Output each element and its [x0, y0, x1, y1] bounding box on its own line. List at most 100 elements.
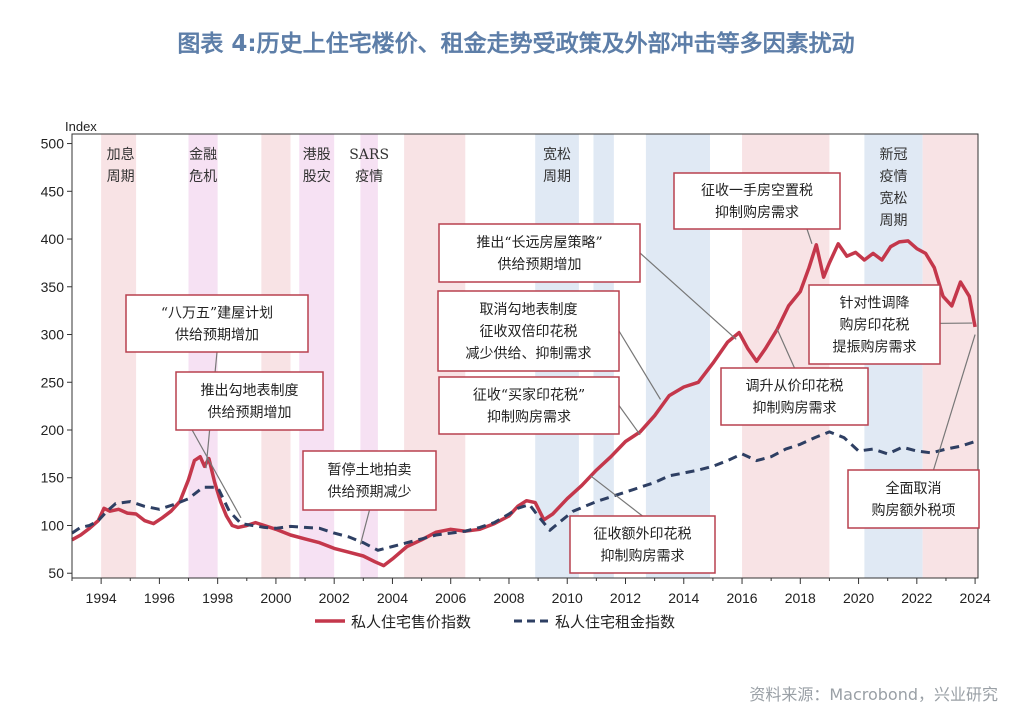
x-tick-label: 2004	[377, 590, 408, 606]
annotation-text: 供给预期增加	[175, 328, 259, 344]
annotation-text: 征收额外印花税	[594, 527, 692, 543]
annotation-connector	[806, 228, 813, 244]
annotation-text: 供给预期减少	[328, 485, 412, 501]
annotation-box	[569, 515, 716, 574]
x-tick-label: 2006	[435, 590, 466, 606]
annotation-connector	[618, 405, 641, 436]
annotation-box	[438, 223, 641, 283]
annotation-text: 抑制购房需求	[715, 205, 799, 221]
x-tick-label: 2016	[726, 590, 757, 606]
annotation-text: 推出“长远房屋策略”	[476, 234, 602, 251]
period-band	[101, 134, 137, 578]
y-tick-label: 50	[48, 565, 64, 581]
annotation-box	[673, 172, 841, 230]
annotation-text: 供给预期增加	[498, 257, 582, 273]
y-tick-label: 100	[41, 517, 65, 533]
annotation-text: 提振购房需求	[833, 340, 917, 356]
annotation-text: 征收一手房空置税	[701, 183, 813, 199]
y-tick-label: 250	[41, 374, 65, 390]
plot-frame	[71, 133, 979, 579]
period-label: 周期	[543, 169, 571, 185]
x-tick-label: 2012	[610, 590, 641, 606]
annotation-text: 针对性调降	[840, 296, 910, 312]
y-axis: 50 100 150 200 250 300 350 400 450 500	[41, 136, 72, 581]
period-label: 股灾	[303, 168, 331, 185]
period-label: SARS	[349, 147, 389, 163]
period-label: 港股	[303, 147, 331, 163]
annotation-text: 取消勾地表制度	[480, 302, 578, 318]
period-band	[261, 134, 291, 578]
annotation-text: 购房印花税	[840, 318, 910, 334]
y-tick-label: 350	[41, 279, 65, 295]
y-axis-label: Index	[65, 119, 97, 134]
x-axis: 1994 1996 1998 2000 2002 2004 2006 2008 2010 2012…	[71, 578, 991, 606]
x-tick-label: 2022	[901, 590, 932, 606]
x-tick-label: 2018	[785, 590, 816, 606]
annotation-box	[125, 294, 309, 353]
annotation-text: 供给预期增加	[208, 405, 292, 421]
annotation-text: 抑制购房需求	[753, 401, 837, 417]
x-tick-label: 2014	[668, 590, 699, 606]
period-label: 周期	[880, 213, 908, 229]
period-band	[188, 134, 218, 578]
annotation-box	[847, 469, 980, 529]
annotation-box	[175, 371, 324, 431]
y-tick-label: 150	[41, 470, 65, 486]
period-band	[299, 134, 335, 578]
x-tick-label: 2002	[319, 590, 350, 606]
annotation-text: “八万五”建屋计划	[161, 306, 273, 322]
period-label: 宽松	[880, 190, 908, 207]
annotation-connector	[639, 252, 737, 340]
annotation-box	[720, 367, 869, 426]
legend-price-label: 私人住宅售价指数	[351, 613, 471, 631]
price-index-line	[71, 239, 977, 568]
x-tick-label: 2020	[843, 590, 874, 606]
annotation-text: 征收双倍印花税	[480, 324, 578, 340]
annotation-connector	[776, 328, 796, 369]
y-tick-label: 300	[41, 327, 65, 343]
annotation-boxes: “八万五”建屋计划供给预期增加推出勾地表制度供给预期增加暂停土地拍卖供给预期减少…	[125, 172, 980, 574]
period-label: 加息	[107, 146, 135, 163]
x-tick-label: 1994	[86, 590, 117, 606]
period-label: 疫情	[880, 169, 908, 185]
annotation-connector	[618, 330, 661, 400]
annotation-text: 暂停土地拍卖	[328, 462, 412, 479]
annotation-connector	[932, 334, 976, 471]
annotation-text: 调升从价印花税	[746, 379, 844, 395]
period-label: 新冠	[880, 147, 908, 163]
period-label: 周期	[107, 169, 135, 185]
x-tick-label: 1996	[144, 590, 175, 606]
period-label: 危机	[189, 169, 217, 185]
annotation-text: 征收“买家印花税”	[473, 387, 585, 404]
y-tick-label: 450	[41, 183, 65, 199]
y-tick-label: 500	[41, 136, 65, 152]
annotation-text: 抑制购房需求	[487, 410, 571, 426]
annotation-text: 推出勾地表制度	[201, 383, 299, 399]
x-tick-label: 2008	[493, 590, 524, 606]
source-note: 资料来源：Macrobond，兴业研究	[749, 685, 998, 704]
y-tick-label: 400	[41, 231, 65, 247]
y-tick-label: 200	[41, 422, 65, 438]
series-lines	[71, 239, 977, 568]
annotation-box	[437, 290, 620, 372]
annotation-text: 购房额外税项	[872, 503, 956, 519]
x-tick-label: 2024	[960, 590, 991, 606]
annotation-text: 减少供给、抑制需求	[466, 346, 592, 362]
x-tick-label: 1998	[202, 590, 233, 606]
annotation-text: 全面取消	[886, 480, 942, 497]
annotation-box	[302, 450, 437, 511]
rent-index-line	[71, 430, 976, 552]
x-tick-label: 2010	[552, 590, 583, 606]
period-label: 金融	[189, 147, 217, 163]
period-label: 宽松	[543, 146, 571, 163]
legend-rent-label: 私人住宅租金指数	[555, 613, 675, 631]
annotation-box	[438, 376, 620, 435]
legend: 私人住宅售价指数 私人住宅租金指数	[315, 613, 675, 631]
chart-title: 图表 4:历史上住宅楼价、租金走势受政策及外部冲击等多因素扰动	[177, 30, 854, 57]
x-tick-label: 2000	[260, 590, 291, 606]
period-label: 疫情	[355, 169, 383, 185]
annotation-text: 抑制购房需求	[601, 549, 685, 565]
annotation-connector	[590, 475, 643, 517]
